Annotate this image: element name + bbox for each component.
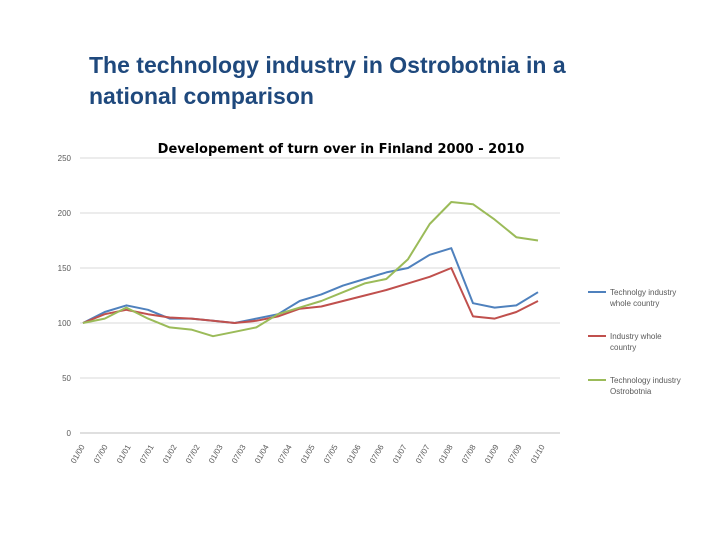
x-tick-label-0: 01/00 [69, 443, 87, 465]
slide-title-line-2: national comparison [89, 83, 314, 109]
x-tick-label-12: 01/06 [345, 443, 363, 465]
legend-label-0: Technolgy industry whole country [609, 288, 676, 308]
x-tick-label-8: 01/04 [253, 443, 271, 465]
y-axis-tick-labels: 0 50 100 150 200 250 [58, 154, 72, 438]
y-tick-label-0: 0 [67, 429, 72, 438]
x-tick-label-11: 07/05 [322, 443, 340, 465]
x-tick-label-2: 01/01 [115, 443, 133, 465]
series-line-0 [82, 247, 539, 324]
y-tick-label-50: 50 [62, 374, 71, 383]
x-tick-label-14: 01/07 [391, 443, 409, 465]
slide-title: The technology industry in Ostrobotnia i… [89, 50, 689, 112]
x-tick-label-17: 07/08 [460, 443, 478, 465]
y-tick-label-250: 250 [58, 154, 72, 163]
series-line-1 [82, 267, 539, 324]
legend-label-1: Industry whole country [610, 332, 662, 352]
y-tick-label-100: 100 [58, 319, 72, 328]
x-tick-label-4: 01/02 [161, 443, 179, 465]
y-tick-label-200: 200 [58, 209, 72, 218]
chart-series-lines [82, 201, 539, 338]
x-tick-label-9: 07/04 [276, 443, 294, 465]
chart-grid [80, 157, 560, 434]
x-tick-label-3: 07/01 [138, 443, 156, 465]
x-tick-label-18: 01/09 [483, 443, 501, 465]
x-tick-label-7: 07/03 [230, 443, 248, 465]
y-tick-label-150: 150 [58, 264, 72, 273]
x-tick-label-20: 01/10 [529, 443, 547, 465]
x-tick-label-19: 07/09 [506, 443, 524, 465]
chart-legend: Technolgy industry whole country Industry … [588, 288, 681, 396]
x-tick-label-15: 07/07 [414, 443, 432, 465]
x-tick-label-16: 01/08 [437, 443, 455, 465]
slide-title-line-1: The technology industry in Ostrobotnia i… [89, 52, 566, 78]
legend-label-2: Technology industry Ostrobotnia [610, 376, 681, 396]
chart-title: Developement of turn over in Finland 200… [158, 142, 525, 157]
x-tick-label-5: 07/02 [184, 443, 202, 465]
x-axis-tick-labels: 01/00 07/00 01/01 07/01 01/02 07/02 01/03 07/03… [69, 443, 547, 465]
x-tick-label-6: 01/03 [207, 443, 225, 465]
x-tick-label-1: 07/00 [92, 443, 110, 465]
x-tick-label-10: 01/05 [299, 443, 317, 465]
x-tick-label-13: 07/06 [368, 443, 386, 465]
series-line-2 [82, 201, 539, 338]
